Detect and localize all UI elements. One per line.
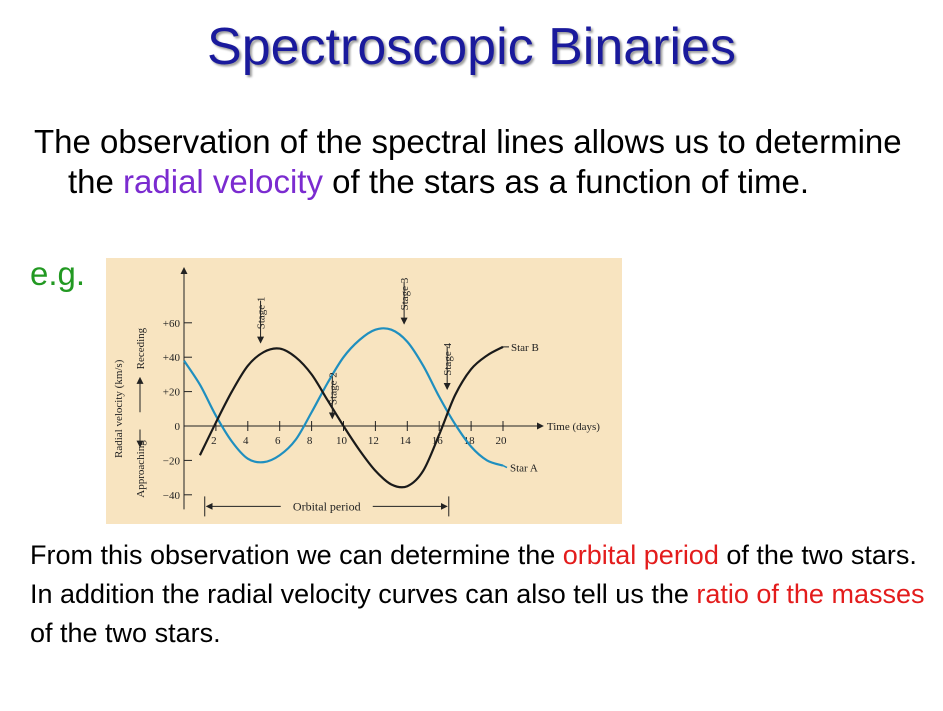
intro-paragraph: The observation of the spectral lines al… [34,122,943,202]
annotation-stage-2: Stage 2 [327,372,339,405]
star-a-label: Star A [510,463,538,475]
radial-velocity-highlight: radial velocity [123,163,323,200]
outro-line1-after: of the two stars. [718,540,917,570]
outro-line2-after: of the two stars. [30,618,221,648]
y-tick-label: −40 [163,490,181,502]
intro-text-after: of the stars as a function of time. [322,163,810,200]
y-tick-label: +40 [163,352,181,364]
x-tick-label: 8 [307,435,313,447]
x-tick-label: 14 [400,435,412,447]
y-label-receding: Receding [135,327,147,369]
y-tick-label: −20 [163,455,181,467]
outro-paragraph: From this observation we can determine t… [30,536,935,653]
x-tick-label: 20 [496,435,508,447]
star-a-leader [502,464,508,469]
y-tick-label: +20 [163,387,181,399]
annotation-stage-1: Stage 1 [256,297,268,330]
y-tick-label: 0 [175,421,181,433]
x-tick-label: 10 [336,435,348,447]
y-tick-label: +60 [163,318,181,330]
outro-line2-before: In addition the radial velocity curves c… [30,579,697,609]
x-tick-label: 6 [275,435,281,447]
example-label: e.g. [30,255,86,292]
y-label-approaching: Approaching [135,440,147,498]
star-b-label: Star B [511,342,539,354]
x-axis-label: Time (days) [547,421,600,433]
orbital-period-highlight: orbital period [562,540,719,570]
y-axis-label: Radial velocity (km/s) [113,359,125,458]
outro-line-2: In addition the radial velocity curves c… [30,575,935,653]
outro-line-1: From this observation we can determine t… [30,536,935,575]
annotation-stage-3: Stage 3 [399,277,411,310]
star-a-curve [183,327,504,467]
x-tick-label: 18 [464,435,476,447]
x-tick-label: 4 [243,435,249,447]
mass-ratio-highlight: ratio of the masses [696,579,925,609]
intro-text-before: The observation of the spectral lines al… [34,123,902,200]
annotation-stage-4: Stage 4 [442,343,454,376]
x-tick-label: 12 [368,435,379,447]
period-label: Orbital period [293,499,361,513]
slide-title: Spectroscopic Binaries [207,18,736,76]
radial-velocity-chart: −40 −20 0 +20 +40 +60 2 4 6 8 10 12 14 16 18 20 Time (da… [106,258,622,524]
star-b-curve [198,345,504,489]
outro-line1-before: From this observation we can determine t… [30,540,563,570]
x-tick-label: 2 [211,435,217,447]
